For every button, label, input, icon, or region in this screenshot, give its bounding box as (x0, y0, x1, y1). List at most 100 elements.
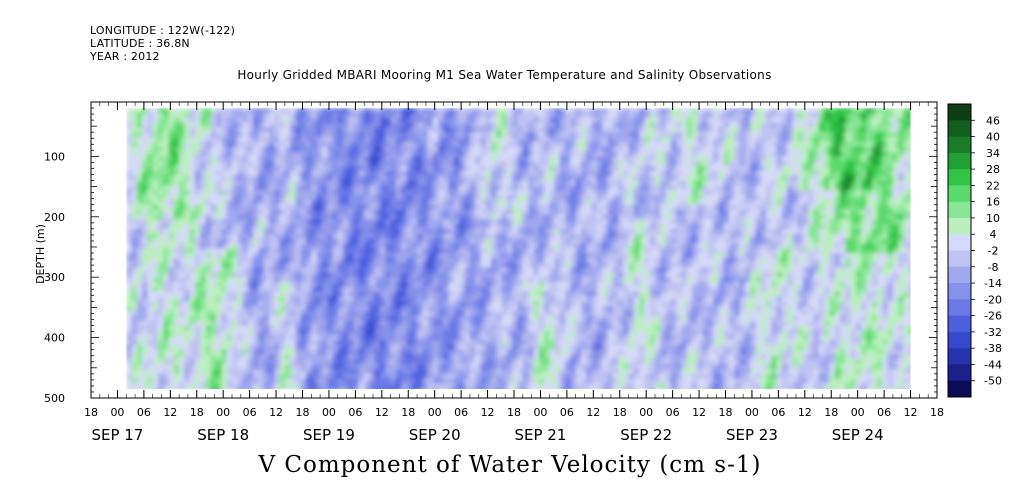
heatmap-cell (422, 335, 429, 341)
heatmap-cell (279, 199, 286, 206)
heatmap-cell (295, 325, 302, 331)
heatmap-cell (226, 286, 233, 293)
heatmap-cell (501, 132, 508, 138)
heatmap-cell (459, 277, 466, 283)
heatmap-cell (496, 253, 503, 259)
heatmap-cell (475, 185, 482, 191)
heatmap-cell (152, 383, 159, 389)
heatmap-cell (438, 209, 445, 215)
heatmap-cell (406, 248, 413, 254)
heatmap-cell (269, 373, 275, 380)
heatmap-cell (438, 156, 445, 162)
heatmap-cell (512, 228, 519, 235)
heatmap-cell (158, 190, 164, 196)
heatmap-cell (189, 257, 196, 264)
heatmap-cell (348, 306, 355, 312)
heatmap-cell (559, 233, 566, 240)
heatmap-cell (184, 330, 191, 336)
heatmap-cell (459, 272, 466, 278)
heatmap-cell (173, 209, 180, 215)
heatmap-cell (179, 296, 185, 302)
heatmap-cell (517, 117, 524, 124)
heatmap-cell (200, 330, 207, 336)
heatmap-cell (544, 185, 550, 191)
heatmap-cell (480, 195, 487, 201)
heatmap-cell (533, 383, 540, 389)
heatmap-cell (507, 112, 513, 119)
heatmap-cell (168, 204, 175, 211)
heatmap-cell (284, 344, 291, 351)
heatmap-cell (152, 161, 159, 167)
heatmap-cell (538, 291, 545, 298)
heatmap-cell (131, 257, 138, 264)
heatmap-cell (443, 243, 450, 249)
heatmap-cell (501, 108, 508, 114)
heatmap-cell (485, 311, 492, 317)
heatmap-cell (321, 383, 328, 389)
heatmap-cell (528, 238, 534, 244)
heatmap-cell (364, 185, 371, 191)
heatmap-cell (528, 320, 534, 327)
heatmap-cell (152, 364, 159, 370)
heatmap-cell (469, 325, 476, 331)
heatmap-cell (427, 349, 434, 356)
heatmap-cell (221, 204, 228, 211)
heatmap-cell (454, 214, 460, 220)
heatmap-cell (432, 378, 439, 385)
heatmap-cell (475, 369, 482, 375)
heatmap-cell (544, 320, 550, 327)
heatmap-cell (538, 238, 545, 244)
heatmap-cell (300, 204, 307, 211)
heatmap-cell (544, 112, 550, 119)
heatmap-cell (512, 311, 519, 317)
heatmap-cell (411, 349, 418, 356)
heatmap-cell (131, 330, 138, 336)
heatmap-cell (311, 349, 318, 356)
heatmap-cell (438, 108, 445, 114)
heatmap-cell (189, 267, 196, 273)
heatmap-cell (337, 132, 344, 138)
heatmap-cell (443, 325, 450, 331)
heatmap-cell (189, 291, 196, 298)
heatmap-cell (210, 359, 217, 365)
heatmap-cell (189, 112, 196, 119)
heatmap-cell (427, 112, 434, 119)
heatmap-cell (507, 335, 513, 341)
heatmap-cell (210, 190, 217, 196)
heatmap-cell (443, 146, 450, 153)
heatmap-cell (411, 161, 418, 167)
heatmap-cell (300, 253, 307, 259)
heatmap-cell (358, 112, 365, 119)
heatmap-cell (321, 378, 328, 385)
heatmap-cell (142, 122, 148, 128)
heatmap-cell (432, 243, 439, 249)
heatmap-cell (269, 156, 275, 162)
heatmap-cell (443, 296, 450, 302)
heatmap-cell (459, 233, 466, 240)
heatmap-cell (464, 151, 471, 157)
heatmap-cell (390, 166, 397, 172)
heatmap-cell (179, 359, 185, 365)
heatmap-cell (522, 195, 529, 201)
heatmap-cell (284, 277, 291, 283)
heatmap-cell (491, 204, 497, 211)
heatmap-cell (475, 349, 482, 356)
heatmap-cell (189, 166, 196, 172)
heatmap-cell (438, 277, 445, 283)
heatmap-cell (464, 383, 471, 389)
heatmap-cell (385, 219, 392, 225)
heatmap-cell (300, 199, 307, 206)
heatmap-cell (427, 170, 434, 177)
heatmap-cell (533, 257, 540, 264)
heatmap-cell (279, 344, 286, 351)
heatmap-cell (448, 248, 455, 254)
heatmap-cell (522, 320, 529, 327)
heatmap-cell (136, 257, 143, 264)
heatmap-cell (247, 344, 254, 351)
heatmap-cell (311, 354, 318, 360)
heatmap-cell (417, 170, 423, 177)
heatmap-cell (179, 344, 185, 351)
heatmap-cell (232, 272, 238, 278)
heatmap-cell (258, 214, 265, 220)
heatmap-cell (517, 364, 524, 370)
